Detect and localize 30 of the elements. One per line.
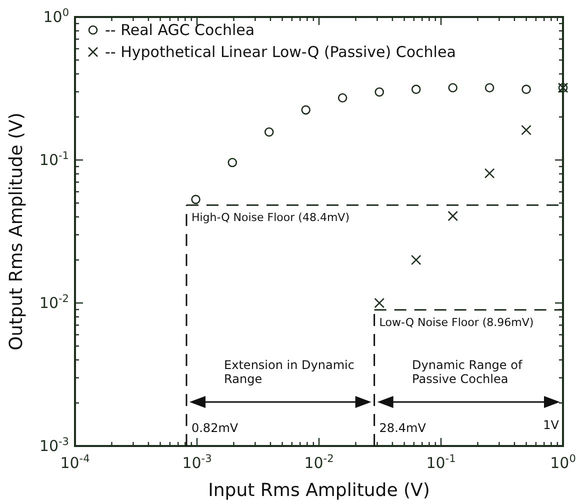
point [191,194,200,204]
y-axis-title: Output Rms Amplitude (V) [6,112,27,350]
point [228,158,238,168]
ref-line-label: 28.4mV [379,421,427,435]
annotation: Extension in Dynamic Range [224,358,354,386]
point [338,93,348,103]
point [522,84,531,94]
ref-line-label: Low-Q Noise Floor (8.96mV) [379,316,534,329]
y-tick-label: 10$^{-3}$ [39,436,69,455]
y-tick-label: 10$^{-2}$ [39,293,69,312]
x-tick-label: 10$^{-2}$ [304,453,334,472]
point [374,87,384,97]
point [301,105,310,115]
y-tick-label: 10$^{-1}$ [39,150,69,169]
x-tick-label: 10$^{-1}$ [426,453,456,472]
x-axis-title: Input Rms Amplitude (V) [208,480,430,501]
point [264,127,274,137]
point [448,83,458,92]
ref-line-label: 0.82mV [191,421,239,435]
point [411,84,421,94]
point [484,83,494,92]
ref-line-label: High-Q Noise Floor (48.4mV) [191,211,350,224]
x-tick-label: 10$^{-4}$ [60,453,90,472]
annotation: Dynamic Range of Passive Cochlea [412,358,523,386]
annotation: 1V [543,418,560,432]
legend-label: -- Real AGC Cochlea [105,21,255,39]
legend-label: -- Hypothetical Linear Low-Q (Passive) Cochlea [105,43,456,61]
x-tick-label: 10$^{-3}$ [182,453,212,472]
x-tick-label: 10$^{0}$ [550,453,576,472]
y-tick-label: 10$^{0}$ [43,7,69,26]
